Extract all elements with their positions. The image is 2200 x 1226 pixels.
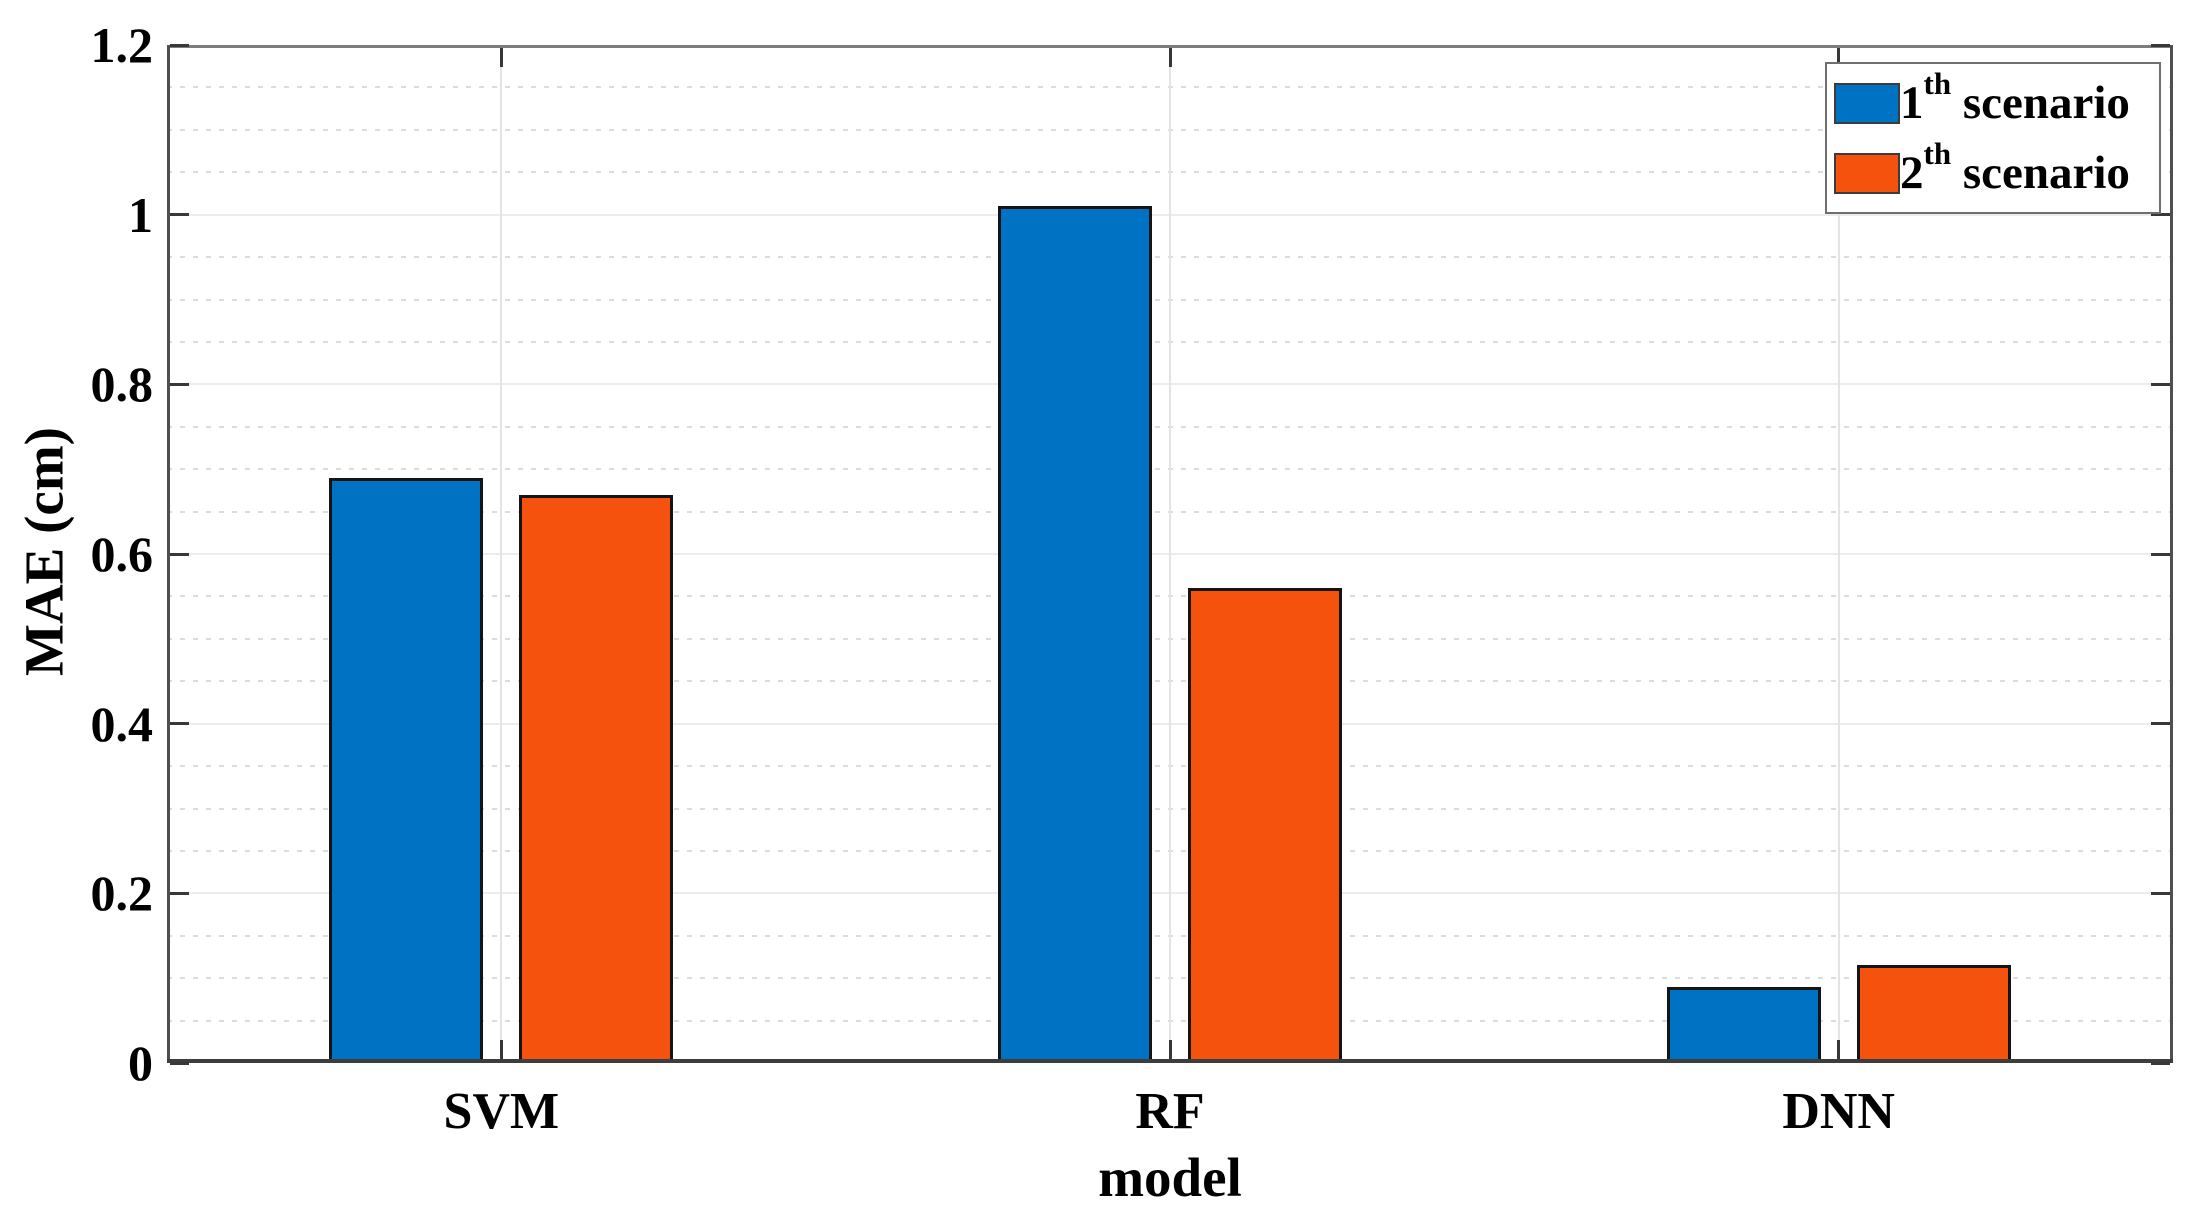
tick-x-bottom-dnn	[1837, 1040, 1841, 1059]
bar-dnn-series1	[1666, 986, 1821, 1063]
gridline-vertical-rf	[1169, 45, 1171, 1063]
tick-y-left	[170, 722, 189, 726]
tick-x-bottom-svm	[499, 1040, 503, 1059]
tick-x-top-svm	[499, 48, 503, 67]
y-tick-label: 0.2	[90, 865, 154, 922]
tick-x-top-rf	[1168, 48, 1172, 67]
tick-y-right	[2151, 213, 2170, 217]
legend-label-series1: 1th scenario	[1900, 66, 2130, 129]
y-tick-label: 0	[128, 1035, 153, 1091]
tick-y-right	[2151, 552, 2170, 556]
axis-spine-bottom	[167, 1059, 2173, 1063]
legend-item-1: 1th scenario	[1834, 66, 2159, 134]
x-tick-label-rf: RF	[1135, 1083, 1205, 1140]
tick-y-right	[2151, 382, 2170, 386]
bar-svm-series2	[519, 494, 674, 1063]
x-tick-label-svm: SVM	[443, 1083, 560, 1140]
tick-y-left	[170, 552, 189, 556]
y-tick-label: 0.8	[90, 356, 154, 413]
axis-spine-top	[167, 45, 2173, 48]
x-tick-label-dnn: DNN	[1782, 1083, 1895, 1140]
bar-svm-series1	[329, 477, 484, 1063]
legend-label-series2: 2th scenario	[1900, 136, 2130, 199]
y-tick-label: 0.6	[90, 526, 154, 582]
tick-y-right	[2151, 43, 2170, 47]
tick-y-left	[170, 1061, 189, 1065]
tick-y-left	[170, 213, 189, 217]
tick-y-right	[2151, 891, 2170, 895]
legend-swatch-series1	[1834, 82, 1900, 124]
legend: 1th scenario 2th scenario	[1825, 62, 2161, 214]
gridline-vertical-svm	[500, 45, 503, 1063]
tick-x-top-dnn	[1837, 48, 1841, 67]
axis-spine-right	[2170, 45, 2173, 1063]
tick-y-right	[2151, 722, 2170, 726]
tick-y-left	[170, 891, 189, 895]
gridline-vertical-dnn	[1837, 45, 1840, 1063]
y-tick-label: 1.2	[90, 17, 154, 73]
y-axis-label: MAE (cm)	[13, 427, 75, 676]
axis-spine-left	[167, 45, 170, 1063]
tick-y-left	[170, 382, 189, 386]
legend-swatch-series2	[1834, 152, 1900, 194]
tick-x-bottom-rf	[1168, 1040, 1172, 1059]
tick-y-left	[170, 43, 189, 47]
bar-rf-series1	[998, 206, 1152, 1063]
y-tick-label: 1	[128, 186, 153, 243]
legend-item-2: 2th scenario	[1834, 136, 2159, 204]
bar-dnn-series2	[1856, 965, 2011, 1063]
bar-rf-series2	[1188, 587, 1342, 1063]
x-axis-label: model	[1098, 1147, 1242, 1208]
tick-y-right	[2151, 1061, 2170, 1065]
y-tick-label: 0.4	[90, 695, 154, 752]
